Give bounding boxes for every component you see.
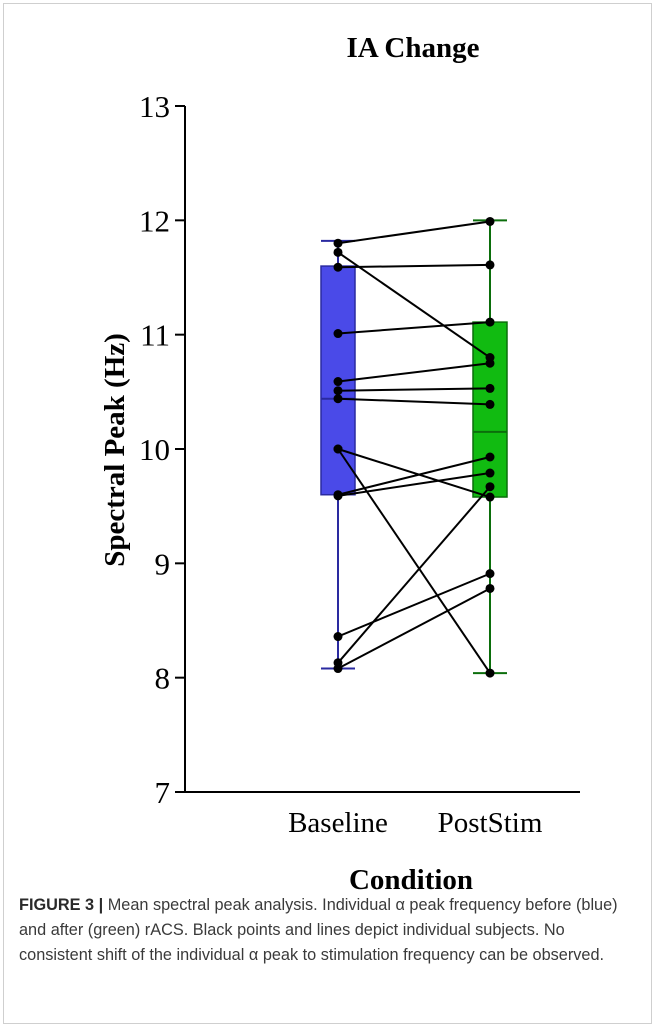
subject-line [337,448,491,498]
chart-title: IA Change [347,32,480,64]
subject-point-baseline [333,377,343,387]
box-plot-chart: IA Change 7 8 9 10 11 12 13 Baseline PostStim S… [99,32,580,890]
caption-text: Mean spectral peak analysis. Individual … [19,896,618,964]
box-baseline [320,239,356,670]
subject-point-poststim [485,569,495,579]
subject-11 [333,468,495,501]
y-tick-label: 12 [139,203,170,238]
subject-point-baseline [333,394,343,404]
subject-point-poststim [485,317,495,327]
subject-point-poststim [485,468,495,478]
figure-caption: FIGURE 3 | Mean spectral peak analysis. … [19,893,639,968]
x-axis: Baseline PostStim [185,791,580,839]
y-tick-label: 8 [155,661,171,696]
subject-point-poststim [485,492,495,502]
subject-3 [333,260,495,272]
subject-7 [333,394,495,409]
subject-point-poststim [485,399,495,409]
x-tick-label: Baseline [288,807,388,839]
subject-point-poststim [485,668,495,678]
subject-point-baseline [333,329,343,339]
subject-6 [333,383,495,396]
x-axis-label: Condition [349,864,473,890]
subject-point-baseline [333,386,343,396]
subject-line [337,572,491,638]
subject-4 [333,317,495,339]
subject-line [337,321,491,335]
subject-point-baseline [333,491,343,501]
subject-point-poststim [485,216,495,226]
subject-line [337,251,491,359]
subject-point-poststim [485,383,495,393]
subject-line [337,263,491,269]
subject-point-poststim [485,358,495,368]
subject-5 [333,358,495,387]
subject-point-poststim [485,260,495,270]
subject-line [337,486,491,664]
subject-line [337,456,491,496]
subject-14 [333,583,495,674]
y-tick-label: 7 [155,775,171,810]
figure-frame [3,3,652,1024]
subject-point-poststim [485,452,495,462]
subject-line [337,362,491,383]
y-axis-label: Spectral Peak (Hz) [99,333,131,567]
subject-9 [333,444,495,678]
subject-point-poststim [485,583,495,593]
subject-line [337,472,491,497]
subject-point-poststim [485,482,495,492]
subject-point-baseline [333,632,343,642]
box-body [472,321,508,498]
y-tick-label: 10 [139,432,170,467]
subject-line [337,397,491,406]
y-tick-label: 9 [155,546,171,581]
subject-point-baseline [333,444,343,454]
subject-lines [333,216,495,678]
subject-12 [333,569,495,642]
subject-1 [333,216,495,248]
subject-point-baseline [333,238,343,248]
subject-line [337,387,491,392]
box-poststim [472,219,508,675]
subject-point-baseline [333,247,343,257]
subject-line [337,448,491,674]
subject-line [337,220,491,245]
subject-point-baseline [333,664,343,674]
subject-13 [333,482,495,668]
subject-line [337,587,491,670]
caption-label: FIGURE 3 | [19,896,104,914]
y-axis: 7 8 9 10 11 12 13 [139,89,186,810]
y-tick-label: 13 [139,89,170,124]
subject-point-baseline [333,262,343,272]
x-tick-label: PostStim [438,807,543,839]
y-tick-label: 11 [140,318,170,353]
